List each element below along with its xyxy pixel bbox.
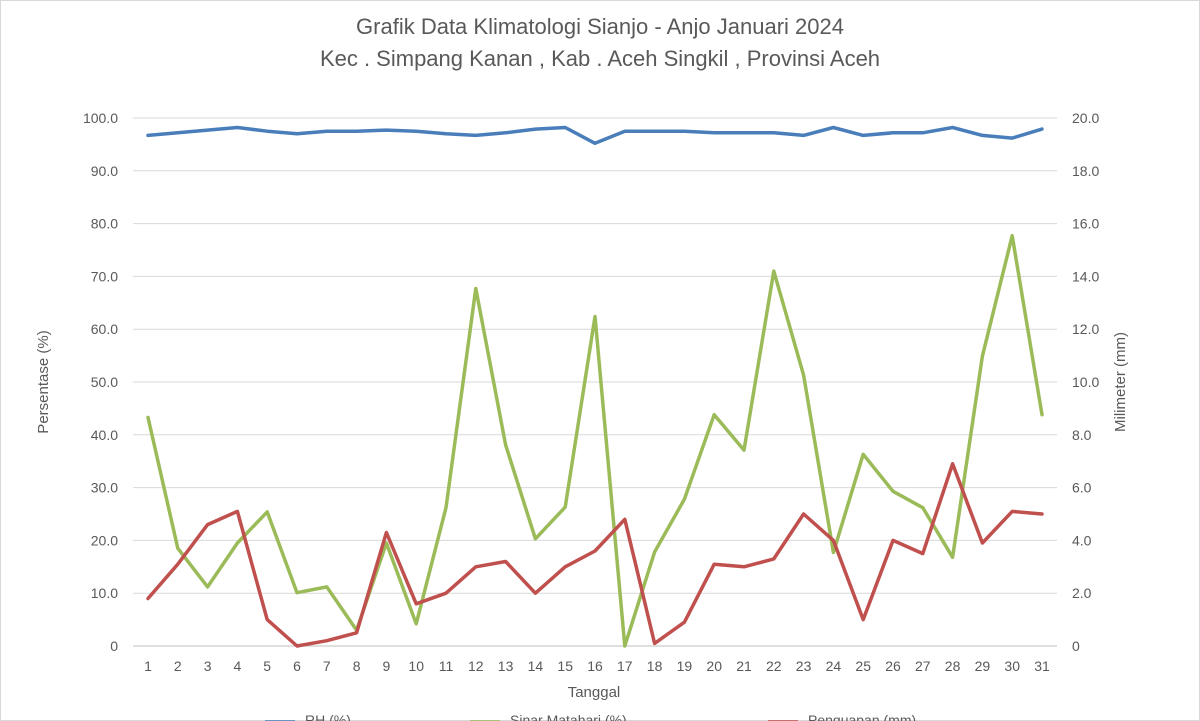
x-tick-label: 22 bbox=[766, 658, 782, 674]
series-line bbox=[146, 233, 1044, 648]
x-tick-label: 3 bbox=[204, 658, 212, 674]
x-tick-label: 18 bbox=[647, 658, 663, 674]
x-tick-label: 31 bbox=[1034, 658, 1050, 674]
y-axis-left: 0 10.0 20.0 30.0 40.0 50.0 60.0 70.0 80.0 90.0 100… bbox=[83, 110, 118, 654]
y-left-tick-label: 20.0 bbox=[91, 532, 118, 548]
y-right-tick-label: 4.0 bbox=[1072, 532, 1092, 548]
x-tick-label: 6 bbox=[293, 658, 301, 674]
chart-title: Grafik Data Klimatologi Sianjo - Anjo Ja… bbox=[356, 14, 844, 39]
y-left-tick-label: 70.0 bbox=[91, 268, 118, 284]
x-tick-label: 13 bbox=[498, 658, 514, 674]
x-axis: 1 2 3 4 5 6 7 8 9 10 11 12 13 14 15 16 17 18 19 20 21 22 23 24 2… bbox=[144, 658, 1050, 674]
y-right-tick-label: 14.0 bbox=[1072, 268, 1099, 284]
x-tick-label: 19 bbox=[677, 658, 693, 674]
y-left-tick-label: 100.0 bbox=[83, 110, 118, 126]
y-right-tick-label: 18.0 bbox=[1072, 163, 1099, 179]
x-tick-label: 4 bbox=[234, 658, 242, 674]
y-right-tick-label: 2.0 bbox=[1072, 585, 1092, 601]
x-tick-label: 27 bbox=[915, 658, 931, 674]
x-tick-label: 30 bbox=[1004, 658, 1020, 674]
y-left-tick-label: 30.0 bbox=[91, 480, 118, 496]
y-right-tick-label: 16.0 bbox=[1072, 216, 1099, 232]
y-left-tick-label: 0 bbox=[110, 638, 118, 654]
y-left-tick-label: 50.0 bbox=[91, 374, 118, 390]
x-tick-label: 16 bbox=[587, 658, 603, 674]
legend: RH (%) Sinar Matahari (%) Penguapan (mm) bbox=[265, 712, 916, 721]
y-right-tick-label: 8.0 bbox=[1072, 427, 1092, 443]
x-tick-label: 25 bbox=[855, 658, 871, 674]
y-right-tick-label: 10.0 bbox=[1072, 374, 1099, 390]
y-left-tick-label: 60.0 bbox=[91, 321, 118, 337]
legend-label: RH (%) bbox=[305, 712, 351, 721]
x-tick-label: 29 bbox=[975, 658, 991, 674]
x-tick-label: 5 bbox=[263, 658, 271, 674]
x-tick-label: 20 bbox=[706, 658, 722, 674]
series-lines bbox=[146, 125, 1044, 648]
x-tick-label: 17 bbox=[617, 658, 633, 674]
x-tick-label: 23 bbox=[796, 658, 812, 674]
y-left-tick-label: 80.0 bbox=[91, 216, 118, 232]
x-tick-label: 12 bbox=[468, 658, 484, 674]
x-tick-label: 10 bbox=[408, 658, 424, 674]
x-tick-label: 11 bbox=[439, 658, 454, 674]
y-axis-left-title: Persentase (%) bbox=[35, 330, 52, 433]
series-line bbox=[146, 125, 1044, 146]
y-right-tick-label: 20.0 bbox=[1072, 110, 1099, 126]
y-left-tick-label: 40.0 bbox=[91, 427, 118, 443]
x-tick-label: 24 bbox=[826, 658, 842, 674]
chart-subtitle: Kec . Simpang Kanan , Kab . Aceh Singkil… bbox=[320, 46, 880, 71]
x-tick-label: 28 bbox=[945, 658, 961, 674]
x-tick-label: 7 bbox=[323, 658, 331, 674]
x-tick-label: 14 bbox=[528, 658, 544, 674]
x-axis-title: Tanggal bbox=[568, 684, 621, 701]
x-tick-label: 26 bbox=[885, 658, 901, 674]
y-left-tick-label: 90.0 bbox=[91, 163, 118, 179]
series-line bbox=[146, 462, 1044, 648]
y-right-tick-label: 6.0 bbox=[1072, 480, 1092, 496]
y-right-tick-label: 0 bbox=[1072, 638, 1080, 654]
legend-label: Sinar Matahari (%) bbox=[510, 712, 627, 721]
y-axis-right: 0 2.0 4.0 6.0 8.0 10.0 12.0 14.0 16.0 18.0 20.0 bbox=[1072, 110, 1099, 654]
x-tick-label: 1 bbox=[144, 658, 152, 674]
x-tick-label: 2 bbox=[174, 658, 182, 674]
legend-label: Penguapan (mm) bbox=[808, 712, 916, 721]
y-axis-right-title: Milimeter (mm) bbox=[1112, 332, 1129, 432]
x-tick-label: 21 bbox=[736, 658, 752, 674]
y-left-tick-label: 10.0 bbox=[91, 585, 118, 601]
x-tick-label: 8 bbox=[353, 658, 361, 674]
x-tick-label: 9 bbox=[383, 658, 391, 674]
y-right-tick-label: 12.0 bbox=[1072, 321, 1099, 337]
x-tick-label: 15 bbox=[557, 658, 573, 674]
gridlines bbox=[133, 117, 1057, 647]
